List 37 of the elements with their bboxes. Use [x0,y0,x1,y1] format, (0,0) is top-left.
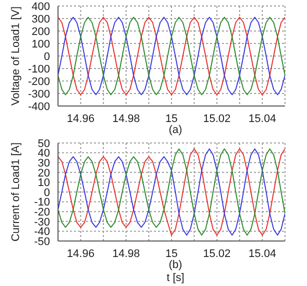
y-tick-label: 100 [32,38,50,50]
y-tick-label: 40 [38,148,50,160]
y-tick-label: 10 [38,177,50,190]
x-axis-title: t [s] [166,272,186,285]
y-tick-label: 300 [32,13,50,26]
y-tick-label: -10 [34,196,50,209]
y-tick-label: -200 [28,76,50,88]
line-series [58,16,285,96]
y-tick-label: -20 [34,206,50,219]
y-tick-label: 200 [32,26,50,38]
y-tick-label: -30 [34,216,50,228]
x-tick-label: 15.04 [248,248,276,260]
y-axis-title: Voltage of Load1 [V] [10,6,22,106]
x-tick-label: 15 [165,112,178,125]
x-tick-label: 15.02 [203,248,231,260]
x-tick-label: 14.98 [112,248,140,260]
text: (b) [168,259,184,272]
x-tick-label: 14.98 [112,112,140,125]
line-series [58,148,285,236]
x-tick-label: 14.96 [66,248,94,260]
y-tick-label: -50 [34,236,50,248]
y-tick-label: 30 [38,158,50,170]
y-axis-title: Current of Load1 [A] [10,142,22,242]
x-tick-label: 15 [165,248,178,260]
y-tick-label: 50 [38,138,50,150]
y-tick-label: -40 [34,226,50,238]
text: (a) [168,124,184,137]
y-tick-label: -100 [28,63,50,76]
y-tick-label: 400 [32,0,50,13]
x-tick-label: 14.96 [66,112,94,125]
y-tick-label: -300 [28,88,50,100]
x-tick-label: 15.04 [248,112,276,125]
y-tick-label: 0 [44,50,50,63]
x-tick-label: 15.02 [203,112,231,125]
y-tick-label: 20 [38,167,50,180]
y-tick-label: -400 [28,100,50,113]
y-tick-label: 0 [44,186,50,199]
